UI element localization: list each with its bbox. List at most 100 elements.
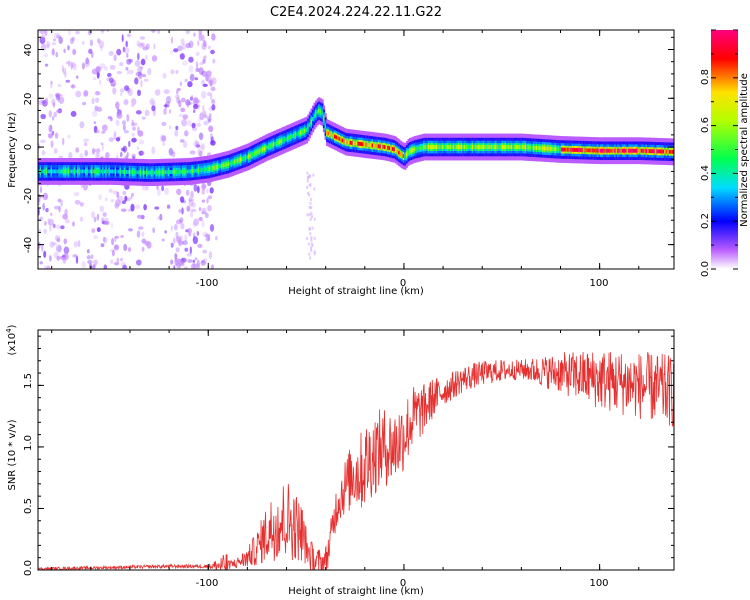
spectrogram-noise-cell	[309, 174, 311, 178]
spectrogram-noise-cell	[161, 238, 165, 242]
spectrogram-noise-cell	[82, 41, 85, 45]
spectrogram-noise-cell	[187, 228, 193, 234]
spectrogram-noise-cell	[47, 133, 54, 139]
spectrogram-noise-cell	[182, 240, 189, 245]
spectrogram-ridge-cell	[462, 145, 465, 149]
spectrogram-noise-cell	[126, 68, 129, 75]
spectrogram-noise-cell	[186, 119, 192, 127]
spectrogram-noise-cell	[96, 213, 100, 221]
spectrogram-noise-cell	[178, 100, 182, 108]
spectrogram-ridge-cell	[304, 128, 307, 133]
spectrogram-noise-cell	[184, 266, 188, 269]
spectrogram-ridge-cell	[596, 148, 600, 153]
spectrogram-noise-cell	[185, 258, 191, 263]
spectrogram-ridge-cell	[606, 148, 609, 153]
spectrogram-ridge-cell	[89, 169, 92, 174]
spectrogram-noise-cell	[181, 43, 187, 50]
spectrogram-ridge-cell	[197, 168, 200, 173]
spectrogram-noise-cell	[131, 192, 134, 197]
spectrogram-noise-cell	[84, 59, 90, 68]
spectrogram-ridge-cell	[174, 169, 177, 174]
spectrogram-noise-cell	[192, 236, 199, 245]
spectrogram-noise-cell	[196, 61, 198, 69]
spectrogram-noise-cell	[51, 130, 55, 136]
spectrogram-noise-cell	[126, 151, 129, 158]
spectrogram-ridge-cell	[584, 148, 587, 153]
spectrogram-ridge-cell	[568, 147, 571, 152]
spectrogram-ridge-cell	[315, 111, 318, 116]
spectrogram-noise-cell	[108, 51, 114, 56]
spectrogram-noise-cell	[308, 193, 311, 197]
spectrogram-noise-cell	[41, 150, 46, 156]
spectrogram-ridge-cell	[86, 169, 89, 174]
spectrogram-ridge-cell	[58, 169, 61, 174]
spectrogram-noise-cell	[182, 114, 188, 120]
spectrogram-ridge-cell	[153, 170, 156, 175]
spectrogram-ridge-cell	[333, 134, 337, 139]
spectrogram-noise-cell	[169, 109, 171, 114]
spectrogram-ridge-cell	[413, 147, 416, 152]
spectrogram-ridge-cell	[208, 167, 211, 171]
spectrogram-noise-cell	[49, 241, 55, 249]
snr-x-tick-label: 0	[400, 578, 406, 589]
spectrogram-ridge-cell	[424, 145, 427, 149]
spectrogram-noise-cell	[188, 196, 191, 202]
spectrogram-ridge-cell	[255, 150, 258, 155]
spectrogram-ridge-cell	[53, 169, 56, 174]
spectrogram-ridge-cell	[69, 169, 72, 174]
spectrogram-noise-cell	[79, 216, 84, 222]
spectrogram-noise-cell	[202, 105, 205, 113]
spectrogram-noise-cell	[170, 36, 174, 44]
spectrogram-ridge-cell	[373, 143, 376, 148]
spectrogram-noise-cell	[170, 225, 173, 232]
spectrogram-ridge-cell	[636, 148, 639, 153]
spectrogram-noise-cell	[194, 257, 198, 261]
spectrogram-noise-cell	[86, 255, 91, 260]
spectrogram-noise-cell	[306, 213, 309, 217]
spectrogram-noise-cell	[72, 62, 76, 68]
spectrogram-noise-cell	[188, 198, 195, 202]
spectrogram-noise-cell	[189, 246, 192, 254]
spectrogram-noise-cell	[198, 150, 203, 157]
spectrogram-noise-cell	[175, 231, 179, 239]
snr-y-axis-label: SNR (10 * v/v)	[7, 419, 18, 490]
spectrogram-noise-cell	[166, 204, 171, 209]
spectrogram-ridge-cell	[268, 144, 271, 149]
spectrogram-noise-cell	[165, 95, 172, 104]
spectrogram-ridge-cell	[482, 145, 485, 149]
spectrogram-noise-cell	[62, 213, 68, 220]
spectrogram-noise-cell	[57, 245, 63, 252]
spectrogram-noise-cell	[215, 236, 218, 241]
spectrogram-ridge-cell	[496, 145, 499, 149]
spectrogram-noise-cell	[185, 189, 190, 196]
spectrogram-ridge-cell	[252, 152, 255, 157]
spectrogram-ridge-cell	[138, 170, 141, 175]
spectrogram-noise-cell	[198, 217, 203, 221]
spectrogram-noise-cell	[113, 244, 120, 251]
spectrogram-ridge-cell	[155, 170, 158, 175]
spectrogram-ridge-cell	[429, 145, 432, 149]
spectrogram-ridge-cell	[276, 141, 279, 146]
spectrogram-noise-cell	[137, 89, 141, 97]
spectrogram-noise-cell	[204, 233, 211, 238]
spectrogram-noise-cell	[49, 224, 52, 232]
spectrogram-noise-cell	[68, 151, 73, 160]
spectrogram-ridge-cell	[512, 145, 515, 149]
spectrogram-noise-cell	[124, 47, 130, 54]
spectrogram-ridge-cell	[534, 145, 537, 150]
spectrogram-noise-cell	[52, 223, 56, 229]
spectrogram-ridge-cell	[487, 145, 490, 149]
spectrogram-noise-cell	[198, 33, 203, 41]
spectrogram-noise-cell	[121, 120, 127, 125]
spectrogram-ridge-cell	[426, 145, 429, 149]
spectrogram-noise-cell	[196, 141, 200, 149]
spectrogram-ridge-cell	[368, 143, 371, 147]
spectrogram-noise-cell	[69, 37, 75, 45]
spectrogram-noise-cell	[72, 48, 77, 56]
spectrogram-ridge-cell	[203, 167, 207, 172]
spectrogram-ridge-cell	[374, 143, 377, 148]
spectrogram-ridge-cell	[492, 145, 495, 149]
spectrogram-ridge-cell	[319, 109, 322, 114]
spectrogram-noise-cell	[182, 261, 185, 267]
spectrogram-noise-cell	[170, 50, 174, 55]
